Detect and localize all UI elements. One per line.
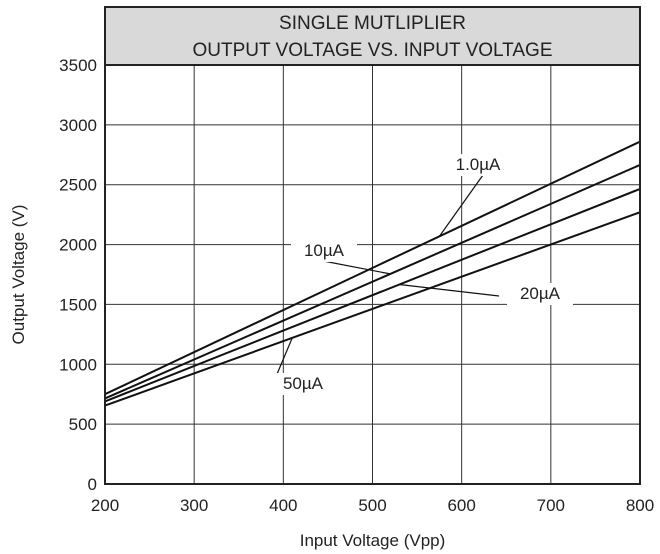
y-tick-label: 2000 [59,236,97,255]
x-tick-label: 400 [269,496,297,515]
label-background [507,283,573,305]
y-tick-label: 2500 [59,176,97,195]
series-label: 1.0µA [456,155,501,174]
series-line [104,164,641,400]
tick-labels: 200 300 400 500 600 700 800 0 500 1000 1500 2000 250… [59,56,654,515]
chart-title: SINGLE MUTLIPLIER [279,13,466,34]
series-label: 20µA [520,284,561,303]
y-tick-label: 500 [69,415,97,434]
x-tick-label: 800 [626,496,654,515]
x-tick-label: 200 [91,496,119,515]
series-labels: 1.0µA 10µA 20µA 50µA [270,154,573,395]
x-tick-label: 600 [447,496,475,515]
y-tick-label: 3500 [59,56,97,75]
x-tick-label: 300 [180,496,208,515]
series-line [104,187,641,403]
label-background [437,154,519,176]
grid-lines [104,64,641,485]
series-label: 10µA [304,241,345,260]
y-tick-label: 3000 [59,116,97,135]
label-background [270,373,336,395]
label-background [291,240,357,262]
label-leader-line [438,174,484,237]
x-tick-label: 500 [358,496,386,515]
title-background [104,6,641,66]
y-tick-label: 1000 [59,355,97,374]
y-tick-label: 1500 [59,295,97,314]
plot-frame [104,64,641,485]
title-box: SINGLE MUTLIPLIER OUTPUT VOLTAGE VS. INP… [104,6,641,66]
chart-subtitle: OUTPUT VOLTAGE VS. INPUT VOLTAGE [192,40,552,61]
label-leader-line [317,259,391,275]
y-axis-title: Output Voltage (V) [9,205,28,345]
x-axis-title: Input Voltage (Vpp) [300,531,446,550]
label-leader-line [399,283,500,297]
x-tick-label: 700 [537,496,565,515]
series-line [104,211,641,407]
series-line [104,140,641,396]
y-tick-label: 0 [88,475,97,494]
series-label: 50µA [283,374,324,393]
series-lines [104,140,641,407]
